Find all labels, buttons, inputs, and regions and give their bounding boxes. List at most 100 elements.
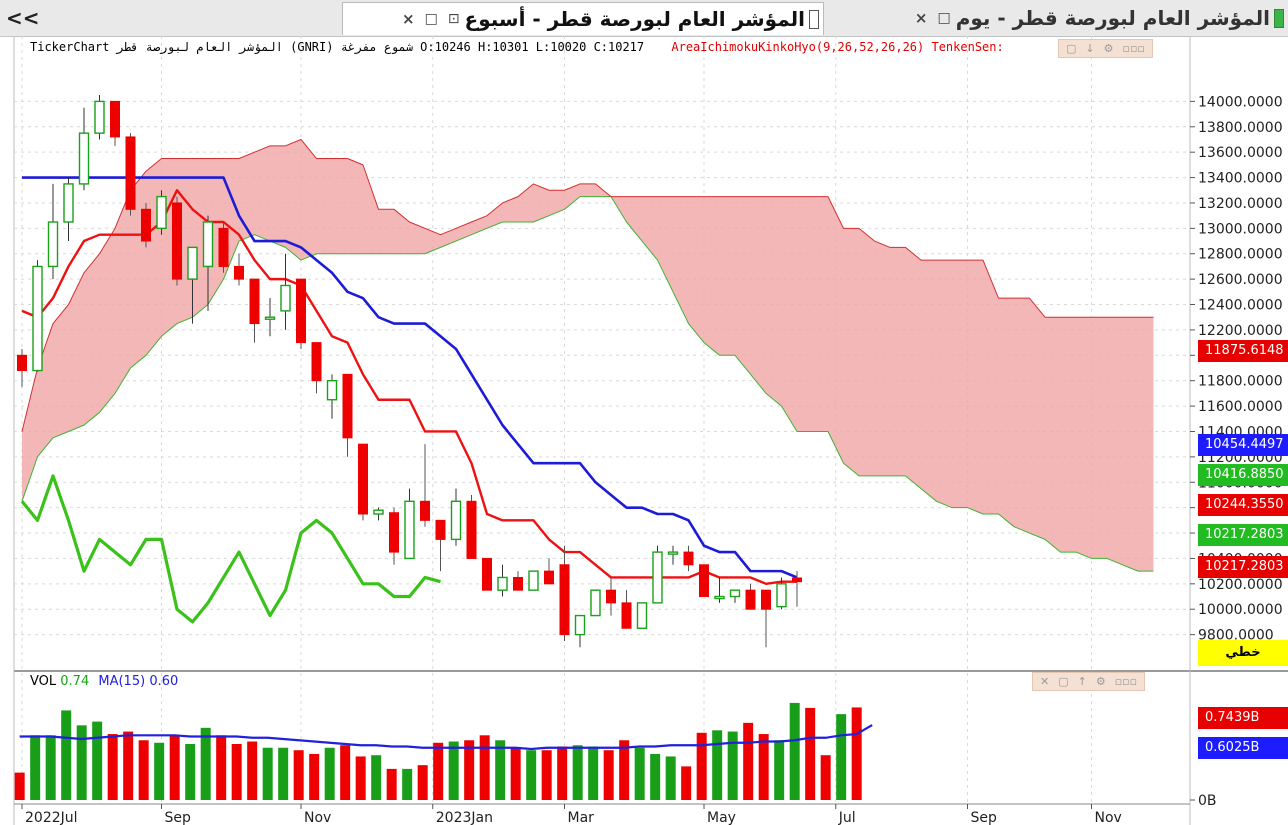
tenkan-sen-line (21, 189, 797, 586)
settings-icon[interactable]: ⚙ (1095, 675, 1106, 688)
candle-down (699, 564, 709, 598)
candle-down (792, 571, 802, 607)
candle-down (606, 577, 616, 616)
candle-body (714, 595, 725, 600)
kijun-sen-line (22, 176, 798, 579)
volume-bar (774, 740, 785, 800)
ichimoku-lines (20, 138, 1154, 624)
volume-bar (371, 755, 382, 800)
candle-body (792, 577, 802, 583)
candle-body (621, 602, 632, 629)
volume-bar (200, 727, 211, 800)
price-chart[interactable]: 14000.0000 13800.0000 13600.0000 13400.0000… (0, 36, 1288, 825)
candle-body (776, 583, 787, 608)
scale-toggle-button[interactable]: خطي (1198, 640, 1288, 666)
volume-bar (495, 740, 506, 800)
volume-value: 0.74 (60, 674, 90, 689)
y-tick-label: 12400.0000 (1198, 298, 1283, 314)
x-tick-label: Nov (304, 810, 331, 825)
candle-body (559, 564, 570, 636)
more-icon[interactable]: ▫▫▫ (1122, 42, 1145, 55)
volume-bar (278, 747, 289, 800)
maximize-icon[interactable]: ▢ (1058, 675, 1069, 688)
candle-down (296, 278, 306, 349)
close-icon[interactable]: ✕ (1040, 675, 1050, 688)
chart-info-bar: TickerChart المؤشر العام لبورصة قطر (GNR… (30, 40, 1004, 54)
close-icon[interactable]: × (914, 9, 928, 27)
volume-bar (293, 750, 304, 800)
tab-bar: << المؤشر العام لبورصة قطر - أسبوع ⊡ □ ×… (0, 0, 1288, 37)
candle-up (636, 602, 648, 629)
indicator-line-label: TenkenSen: (931, 40, 1004, 54)
volume-bar (665, 756, 676, 800)
volume-bar (448, 741, 459, 800)
candle-body (466, 500, 477, 559)
x-tick-label: Jul (838, 810, 856, 825)
candle-body (94, 100, 105, 134)
candle-up (404, 488, 415, 560)
volume-bar (169, 735, 180, 800)
maximize-icon[interactable]: ▢ (1066, 42, 1077, 55)
volume-ma-line (19, 724, 873, 751)
candle-up (450, 488, 462, 546)
volume-bar (262, 747, 273, 800)
down-arrow-icon[interactable]: ↓ (1085, 42, 1095, 55)
candle-up (574, 614, 586, 648)
volume-y-tick-label: 0B (1198, 793, 1217, 809)
close-icon[interactable]: × (402, 10, 415, 28)
candle-body (358, 443, 368, 515)
volume-bar (634, 747, 645, 800)
settings-icon[interactable]: ⚙ (1103, 42, 1114, 55)
candle-body (404, 500, 415, 560)
candle-body (761, 589, 771, 610)
volume-bar (123, 731, 134, 800)
candle-down (466, 494, 477, 559)
candle-up (63, 177, 74, 242)
source-label: TickerChart (30, 40, 110, 54)
volume-bar (340, 745, 351, 800)
more-icon[interactable]: ▫▫▫ (1114, 675, 1138, 688)
up-arrow-icon[interactable]: ↑ (1077, 675, 1087, 688)
candle-down (218, 222, 229, 273)
candle-body (729, 589, 741, 598)
candle-up (264, 298, 276, 337)
ma-label: MA(15) (98, 674, 146, 689)
pin-icon[interactable]: ⊡ (447, 11, 460, 27)
candle-down (342, 373, 353, 457)
x-tick-label: Nov (1095, 810, 1122, 825)
candle-body (482, 557, 492, 591)
candle-body (125, 136, 136, 210)
tab-weekly-chart[interactable]: المؤشر العام لبورصة قطر - أسبوع ⊡ □ × (342, 2, 824, 35)
price-tag-chikou: 10416.8850 (1198, 464, 1288, 486)
volume-bar (526, 750, 537, 800)
collapse-panel-button[interactable]: << (6, 6, 40, 30)
x-tick-label: Mar (568, 810, 595, 825)
candle-down (745, 583, 756, 610)
tab-title-weekly: المؤشر العام لبورصة قطر - أسبوع (464, 7, 805, 31)
volume-bar (402, 768, 413, 800)
volume-bar (851, 707, 862, 800)
volume-bar (603, 750, 614, 800)
volume-bar (805, 707, 816, 800)
volume-bar (696, 732, 707, 800)
candle-down (125, 133, 136, 216)
volume-bar (541, 750, 552, 800)
candle-down (110, 100, 120, 146)
restore-icon[interactable]: □ (424, 11, 438, 27)
tab-daily-chart[interactable]: المؤشر العام لبورصة قطر - يوم □ × (838, 2, 1288, 34)
candle-down (249, 278, 260, 343)
candle-down (513, 571, 523, 591)
volume-panel-toolbox: ✕ ▢ ↑ ⚙ ▫▫▫ (1032, 672, 1146, 691)
volume-bar (836, 714, 847, 800)
restore-icon[interactable]: □ (937, 10, 951, 26)
candle-up (187, 246, 198, 324)
candle-down (761, 589, 771, 648)
candle-body (373, 509, 384, 515)
volume-bar (61, 710, 72, 800)
price-tag-tenkan: 10244.3550 (1198, 494, 1288, 516)
candle-down (358, 443, 368, 521)
volume-ma-tag: 0.6025B (1198, 737, 1288, 759)
candle-down (559, 545, 570, 641)
volume-bar (324, 747, 335, 800)
candle-body (63, 183, 74, 223)
